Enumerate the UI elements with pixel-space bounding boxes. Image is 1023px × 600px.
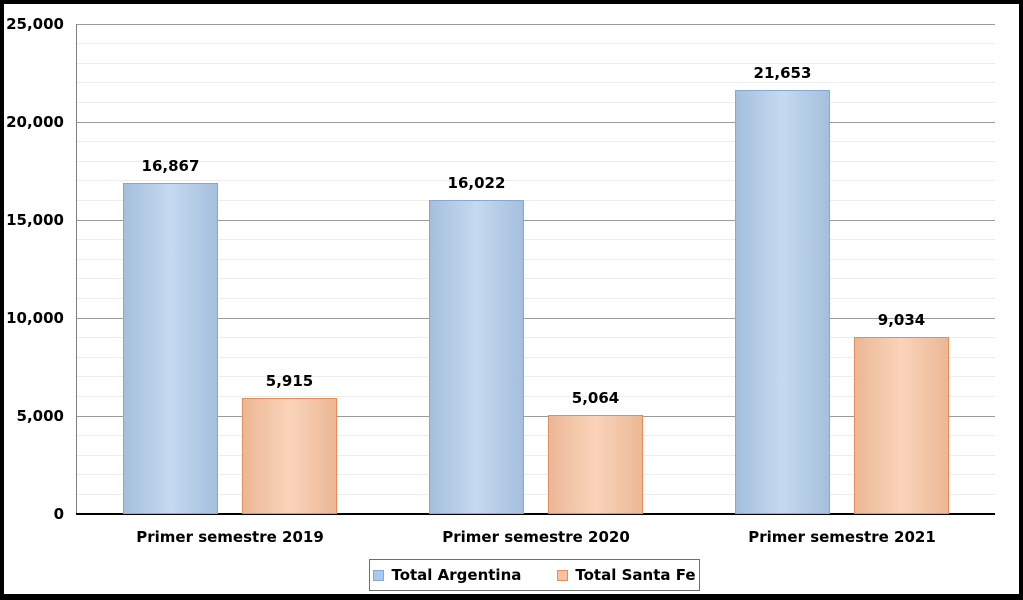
y-axis-tick-label: 20,000: [6, 113, 64, 131]
bar-value-label: 16,867: [141, 157, 200, 176]
bar-total-santa-fe-1: [242, 398, 337, 514]
y-axis-tick-label: 0: [53, 505, 64, 523]
minor-gridline: [77, 474, 995, 476]
minor-gridline: [77, 356, 995, 358]
x-axis-line: [76, 513, 995, 515]
minor-gridline: [77, 180, 995, 182]
major-gridline: [77, 23, 995, 25]
minor-gridline: [77, 258, 995, 260]
minor-gridline: [77, 43, 995, 45]
minor-gridline: [77, 395, 995, 397]
legend-marker-total-santa-fe-icon: [557, 570, 569, 581]
x-axis-category-label: Primer semestre 2019: [136, 528, 324, 546]
major-gridline: [77, 121, 995, 123]
minor-gridline: [77, 278, 995, 280]
minor-gridline: [77, 493, 995, 495]
bar-total-argentina-2: [429, 199, 524, 514]
minor-gridline: [77, 376, 995, 378]
legend-item-total-santa-fe: Total Santa Fe: [557, 566, 696, 584]
legend-label: Total Santa Fe: [575, 566, 696, 584]
y-axis-tick-label: 5,000: [16, 407, 64, 425]
minor-gridline: [77, 337, 995, 339]
bar-value-label: 5,915: [265, 372, 314, 391]
minor-gridline: [77, 454, 995, 456]
minor-gridline: [77, 435, 995, 437]
major-gridline: [77, 415, 995, 417]
bar-total-argentina-3: [735, 89, 830, 514]
legend-item-total-argentina: Total Argentina: [373, 566, 521, 584]
x-axis-category-label: Primer semestre 2021: [748, 528, 936, 546]
minor-gridline: [77, 62, 995, 64]
minor-gridline: [77, 199, 995, 201]
minor-gridline: [77, 160, 995, 162]
bar-value-label: 21,653: [753, 63, 812, 82]
y-axis-tick-label: 10,000: [6, 309, 64, 327]
x-axis-category-label: Primer semestre 2020: [442, 528, 630, 546]
minor-gridline: [77, 82, 995, 84]
y-axis-tick-label: 25,000: [6, 15, 64, 33]
legend-marker-total-argentina-icon: [373, 570, 385, 581]
minor-gridline: [77, 239, 995, 241]
bar-total-santa-fe-2: [548, 414, 643, 514]
y-axis-tick-label: 15,000: [6, 211, 64, 229]
minor-gridline: [77, 297, 995, 299]
bar-value-label: 9,034: [877, 310, 926, 329]
bar-value-label: 16,022: [447, 173, 506, 192]
legend: Total Argentina Total Santa Fe: [369, 559, 700, 591]
minor-gridline: [77, 101, 995, 103]
major-gridline: [77, 317, 995, 319]
bar-total-argentina-1: [123, 183, 218, 514]
bar-value-label: 5,064: [571, 388, 620, 407]
y-axis-line: [76, 24, 77, 514]
minor-gridline: [77, 141, 995, 143]
major-gridline: [77, 219, 995, 221]
bar-total-santa-fe-3: [854, 336, 949, 514]
legend-label: Total Argentina: [391, 566, 522, 584]
